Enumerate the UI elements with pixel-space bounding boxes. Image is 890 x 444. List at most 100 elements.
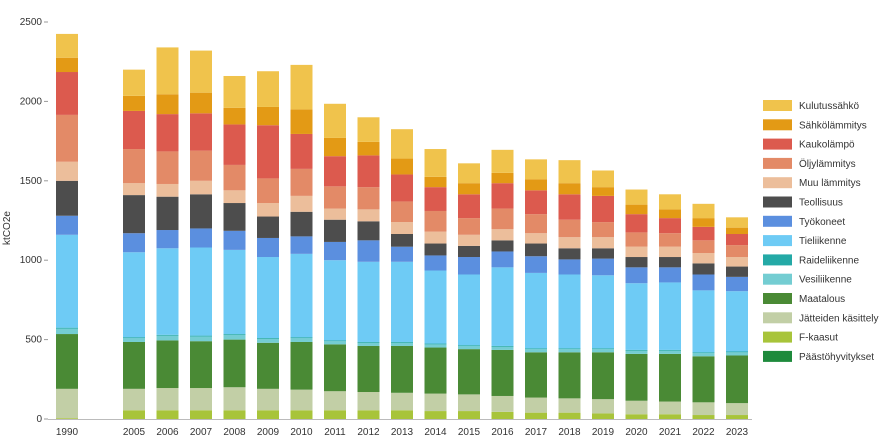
- bar-segment-jätteiden-käsittely: [123, 388, 145, 411]
- legend-label: Öljylämmitys: [799, 158, 856, 170]
- y-axis-label: ktCO2e: [2, 211, 13, 245]
- bar-segment-kulutussähkö: [659, 194, 681, 210]
- bar-segment-teollisuus: [424, 243, 447, 256]
- bar-segment-f-kaasut: [625, 414, 648, 419]
- bar-segment-tieliikenne: [525, 272, 547, 349]
- bar-segment-tieliikenne: [324, 260, 346, 341]
- bar-segment-f-kaasut: [357, 410, 380, 419]
- legend-label: Sähkölämmitys: [799, 120, 867, 131]
- bar-stack-2005: [123, 69, 145, 419]
- bar-stack-2007: [190, 50, 212, 419]
- bar-stack-1990: [56, 33, 78, 419]
- bar-segment-jätteiden-käsittely: [659, 401, 681, 415]
- bar-segment-työkoneet: [726, 276, 748, 292]
- legend: Kulutussähkö Sähkölämmitys Kaukolämpö Öljyl…: [763, 100, 879, 363]
- bar-segment-vesiliikenne: [592, 349, 614, 353]
- bar-segment-jätteiden-käsittely: [391, 392, 413, 411]
- bar-segment-f-kaasut: [156, 410, 179, 419]
- x-tick-label: 2009: [257, 427, 280, 438]
- bar-segment-tieliikenne: [257, 257, 279, 339]
- legend-item: Raideliikenne: [763, 254, 859, 266]
- legend-item: Maatalous: [763, 293, 845, 305]
- bar-segment-jätteiden-käsittely: [223, 387, 246, 411]
- x-tick-label: 2005: [123, 427, 146, 438]
- bar-segment-muu-lämmitys: [391, 222, 413, 234]
- bar-segment-raideliikenne: [324, 340, 346, 342]
- bar-segment-f-kaasut: [525, 412, 547, 419]
- bar-segment-kulutussähkö: [525, 159, 547, 180]
- legend-swatch: [763, 293, 792, 304]
- bar-segment-kaukolämpö: [156, 114, 179, 152]
- bar-segment-öljylämmitys: [726, 245, 748, 258]
- legend-item: Jätteiden käsittely: [763, 312, 879, 324]
- bar-segment-työkoneet: [558, 259, 581, 275]
- legend-label: Työkoneet: [799, 217, 845, 228]
- bar-segment-työkoneet: [156, 230, 179, 249]
- bar-segment-raideliikenne: [692, 352, 715, 354]
- bar-segment-öljylämmitys: [558, 219, 581, 238]
- legend-swatch: [763, 350, 792, 362]
- bar-segment-f-kaasut: [659, 414, 681, 419]
- bar-segment-kulutussähkö: [424, 149, 447, 177]
- bar-segment-kulutussähkö: [156, 47, 179, 95]
- bar-segment-öljylämmitys: [324, 186, 346, 209]
- plot-area: [56, 33, 748, 419]
- bar-segment-maatalous: [357, 345, 380, 393]
- bar-segment-kulutussähkö: [223, 75, 246, 108]
- legend-item: Työkoneet: [763, 215, 845, 228]
- bar-segment-muu-lämmitys: [625, 246, 648, 258]
- bar-segment-sähkölämmitys: [726, 227, 748, 234]
- bar-segment-f-kaasut: [290, 410, 313, 419]
- legend-item: Sähkölämmitys: [763, 119, 867, 131]
- bar-segment-jätteiden-käsittely: [290, 389, 313, 411]
- x-tick-label: 2007: [190, 427, 213, 438]
- legend-item: Muu lämmitys: [763, 177, 861, 189]
- bar-segment-maatalous: [424, 347, 447, 394]
- bar-segment-öljylämmitys: [223, 164, 246, 191]
- legend-swatch: [763, 100, 792, 111]
- bar-segment-sähkölämmitys: [391, 158, 413, 175]
- bar-stack-2014: [424, 149, 447, 419]
- bar-segment-teollisuus: [625, 257, 648, 268]
- bar-segment-sähkölämmitys: [324, 137, 346, 157]
- bar-segment-muu-lämmitys: [424, 231, 447, 244]
- bar-segment-työkoneet: [692, 274, 715, 291]
- bar-segment-vesiliikenne: [223, 334, 246, 340]
- bar-segment-kaukolämpö: [324, 156, 346, 187]
- bar-segment-jätteiden-käsittely: [156, 388, 179, 411]
- bar-segment-työkoneet: [625, 267, 648, 284]
- bar-segment-kaukolämpö: [123, 110, 145, 150]
- legend-label: Päästöhyvitykset: [799, 352, 874, 363]
- bar-stack-2016: [491, 149, 514, 419]
- bar-segment-tieliikenne: [659, 282, 681, 350]
- bar-segment-kulutussähkö: [558, 160, 581, 184]
- bar-segment-jätteiden-käsittely: [257, 388, 279, 411]
- bar-segment-tieliikenne: [357, 261, 380, 342]
- bar-segment-kulutussähkö: [357, 117, 380, 142]
- bar-segment-teollisuus: [726, 266, 748, 277]
- bar-segment-teollisuus: [391, 233, 413, 247]
- bar-segment-raideliikenne: [592, 348, 614, 350]
- bar-segment-jätteiden-käsittely: [726, 403, 748, 416]
- legend-swatch: [763, 119, 792, 131]
- bar-segment-tieliikenne: [558, 274, 581, 349]
- bar-segment-kulutussähkö: [324, 103, 346, 138]
- bar-segment-maatalous: [223, 339, 246, 388]
- bar-segment-f-kaasut: [123, 410, 145, 419]
- bar-segment-muu-lämmitys: [659, 246, 681, 258]
- legend-swatch: [763, 196, 792, 208]
- bar-segment-raideliikenne: [491, 345, 514, 347]
- bar-segment-muu-lämmitys: [525, 233, 547, 244]
- bar-segment-maatalous: [659, 353, 681, 402]
- y-tick-label: 2000: [20, 96, 43, 107]
- bar-segment-kulutussähkö: [692, 203, 715, 219]
- legend-item: Kulutussähkö: [763, 100, 859, 112]
- x-tick-label: 2006: [156, 427, 179, 438]
- bar-stack-2015: [458, 163, 480, 419]
- bar-segment-vesiliikenne: [491, 346, 514, 350]
- legend-swatch: [763, 312, 792, 324]
- legend-label: Kaukolämpö: [799, 140, 855, 151]
- bar-segment-sähkölämmitys: [692, 218, 715, 227]
- bar-segment-teollisuus: [156, 196, 179, 231]
